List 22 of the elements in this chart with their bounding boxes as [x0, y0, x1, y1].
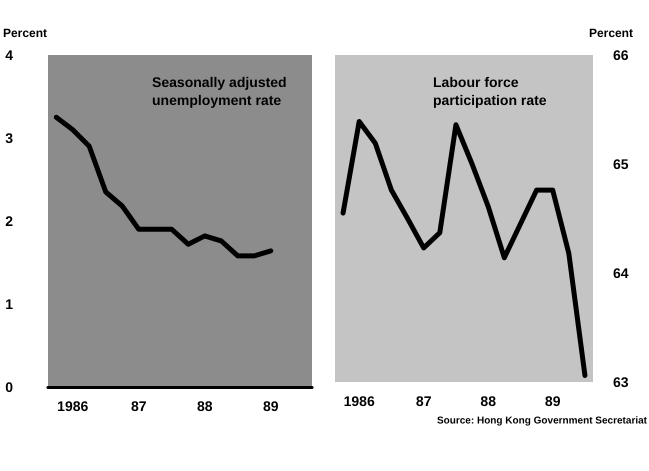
text: Labour force participation rate — [433, 74, 547, 108]
y-axis-title: Percent — [3, 26, 48, 40]
source-note: Source: Hong Kong Government Secretariat — [436, 416, 648, 426]
y2-axis-title: Percent — [588, 26, 633, 40]
y-tick-label: 4 — [5, 47, 14, 63]
y2-tick-label: 64 — [613, 265, 629, 281]
y-tick-label: 3 — [5, 130, 14, 146]
y2-tick-label: 63 — [613, 374, 629, 390]
x-tick-label: 89 — [544, 393, 561, 409]
y-tick-label: 1 — [5, 296, 14, 312]
x-tick-label: 89 — [262, 398, 279, 414]
y2-tick-label: 66 — [613, 47, 629, 63]
y-tick-label: 0 — [5, 379, 14, 395]
x-tick-label: 88 — [480, 393, 496, 409]
x-tick-label: 87 — [416, 393, 432, 409]
x-tick-label: 88 — [196, 398, 213, 414]
y-tick-label: 2 — [5, 213, 14, 229]
x-tick-label: 1986 — [57, 398, 89, 414]
text: Seasonally adjusted unemployment rate — [152, 74, 287, 108]
x-tick-label: 87 — [130, 398, 147, 414]
y2-tick-label: 65 — [613, 156, 629, 172]
x-tick-label: 1986 — [344, 393, 375, 409]
